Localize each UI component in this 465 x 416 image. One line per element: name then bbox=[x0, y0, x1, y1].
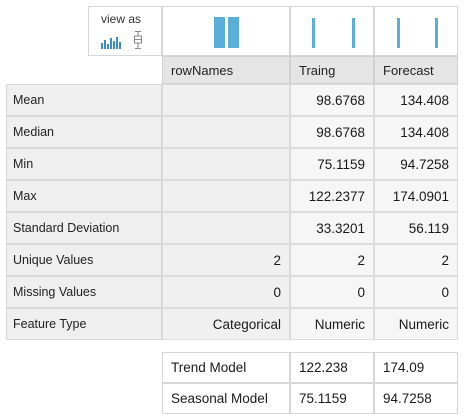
preview-bar bbox=[435, 18, 438, 48]
table-cell: 0 bbox=[290, 276, 374, 308]
preview-bar bbox=[397, 18, 400, 48]
cell-value: 122.2377 bbox=[308, 188, 365, 204]
table-cell: 2 bbox=[290, 244, 374, 276]
table-cell: Categorical bbox=[162, 308, 290, 340]
column-header-traing[interactable]: Traing bbox=[290, 56, 374, 84]
table-cell: 122.2377 bbox=[290, 180, 374, 212]
table-cell: 122.238 bbox=[290, 352, 374, 383]
stat-label-median: Median bbox=[6, 116, 162, 148]
cell-value: 94.7258 bbox=[400, 156, 449, 172]
cell-value: Numeric bbox=[314, 316, 365, 332]
table-cell: 75.1159 bbox=[290, 383, 374, 414]
view-as-label: view as bbox=[101, 12, 142, 26]
stat-label-unique-values: Unique Values bbox=[6, 244, 162, 276]
cell-value: 2 bbox=[357, 252, 365, 268]
table-cell: 174.09 bbox=[374, 352, 458, 383]
histogram-icon[interactable] bbox=[101, 35, 123, 52]
cell-value: 94.7258 bbox=[383, 391, 432, 406]
boxplot-icon[interactable] bbox=[133, 31, 143, 52]
column-header-label: Forecast bbox=[383, 62, 434, 78]
stat-label-missing-values: Missing Values bbox=[6, 276, 162, 308]
table-cell: 0 bbox=[374, 276, 458, 308]
cell-value: 2 bbox=[441, 252, 449, 268]
column-header-label: rowNames bbox=[171, 62, 234, 78]
cell-value: 134.408 bbox=[400, 92, 449, 108]
stat-label: Missing Values bbox=[13, 285, 97, 299]
table-cell: 2 bbox=[162, 244, 290, 276]
table-cell: 134.408 bbox=[374, 84, 458, 116]
model-label: Seasonal Model bbox=[171, 391, 268, 406]
stat-label: Min bbox=[13, 157, 34, 171]
table-cell: 94.7258 bbox=[374, 148, 458, 180]
table-cell bbox=[162, 212, 290, 244]
table-cell bbox=[162, 180, 290, 212]
stat-label: Unique Values bbox=[13, 253, 94, 267]
model-label-seasonal: Seasonal Model bbox=[162, 383, 290, 414]
table-cell: 2 bbox=[374, 244, 458, 276]
preview-rownames[interactable] bbox=[162, 6, 290, 56]
table-cell: Numeric bbox=[290, 308, 374, 340]
column-header-forecast[interactable]: Forecast bbox=[374, 56, 458, 84]
table-cell: 98.6768 bbox=[290, 84, 374, 116]
stat-label: Feature Type bbox=[13, 317, 87, 331]
preview-traing[interactable] bbox=[290, 6, 374, 56]
table-cell: 174.0901 bbox=[374, 180, 458, 212]
cell-value: 56.119 bbox=[408, 220, 449, 236]
table-cell: 98.6768 bbox=[290, 116, 374, 148]
column-header-rownames[interactable]: rowNames bbox=[162, 56, 290, 84]
table-cell bbox=[162, 116, 290, 148]
column-header-label: Traing bbox=[299, 62, 336, 78]
preview-bar bbox=[352, 18, 355, 48]
cell-value: Numeric bbox=[398, 316, 449, 332]
table-cell: 94.7258 bbox=[374, 383, 458, 414]
table-cell: 56.119 bbox=[374, 212, 458, 244]
stat-label-mean: Mean bbox=[6, 84, 162, 116]
cell-value: 75.1159 bbox=[299, 391, 347, 406]
stat-label-max: Max bbox=[6, 180, 162, 212]
cell-value: 0 bbox=[441, 284, 449, 300]
stat-label: Standard Deviation bbox=[13, 221, 120, 235]
cell-value: 134.408 bbox=[400, 124, 449, 140]
stat-label-feature-type: Feature Type bbox=[6, 308, 162, 340]
stat-label: Mean bbox=[13, 93, 45, 107]
view-as-selector: view as bbox=[88, 6, 162, 56]
cell-value: Categorical bbox=[212, 316, 281, 332]
stat-label: Median bbox=[13, 125, 54, 139]
preview-bar bbox=[214, 17, 225, 48]
table-cell: Numeric bbox=[374, 308, 458, 340]
preview-bar bbox=[312, 18, 315, 48]
table-cell bbox=[162, 148, 290, 180]
table-cell: 134.408 bbox=[374, 116, 458, 148]
stat-label: Max bbox=[13, 189, 37, 203]
cell-value: 174.0901 bbox=[392, 188, 449, 204]
cell-value: 98.6768 bbox=[316, 124, 365, 140]
cell-value: 98.6768 bbox=[316, 92, 365, 108]
cell-value: 75.1159 bbox=[317, 156, 365, 172]
model-label-trend: Trend Model bbox=[162, 352, 290, 383]
preview-bar bbox=[228, 17, 239, 48]
cell-value: 122.238 bbox=[299, 360, 348, 375]
cell-value: 0 bbox=[357, 284, 365, 300]
cell-value: 174.09 bbox=[383, 360, 425, 375]
stat-label-min: Min bbox=[6, 148, 162, 180]
cell-value: 2 bbox=[273, 252, 281, 268]
table-cell: 33.3201 bbox=[290, 212, 374, 244]
cell-value: 0 bbox=[273, 284, 281, 300]
cell-value: 33.3201 bbox=[316, 220, 365, 236]
table-cell bbox=[162, 84, 290, 116]
table-cell: 75.1159 bbox=[290, 148, 374, 180]
preview-forecast[interactable] bbox=[374, 6, 458, 56]
stat-label-standard-deviation: Standard Deviation bbox=[6, 212, 162, 244]
model-label: Trend Model bbox=[171, 360, 247, 375]
table-cell: 0 bbox=[162, 276, 290, 308]
